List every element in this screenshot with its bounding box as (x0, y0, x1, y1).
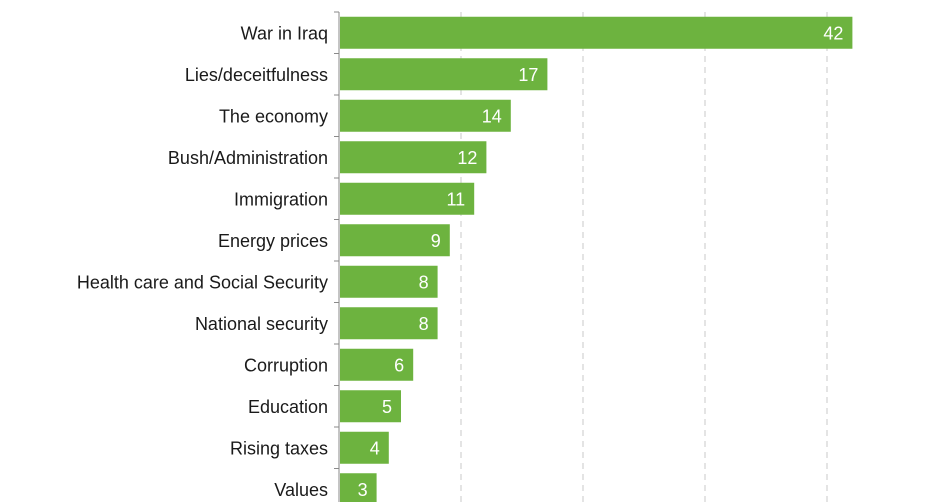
category-label: The economy (219, 106, 328, 126)
bar (340, 141, 487, 174)
grid-layer (460, 12, 828, 502)
bar (340, 16, 853, 49)
category-label: Education (248, 397, 328, 417)
value-label: 11 (447, 189, 466, 209)
value-label: 14 (482, 106, 502, 126)
value-label: 9 (431, 231, 441, 251)
value-label: 8 (419, 314, 429, 334)
value-label: 8 (419, 272, 429, 292)
value-label: 17 (518, 65, 538, 85)
bar (340, 307, 438, 340)
category-label: Rising taxes (230, 438, 328, 458)
category-label: Corruption (244, 355, 328, 375)
category-label: War in Iraq (241, 23, 328, 43)
axis-layer (334, 11, 340, 502)
value-label: 6 (394, 355, 404, 375)
bar (340, 99, 511, 132)
bars-layer (340, 16, 853, 502)
category-label: Bush/Administration (168, 148, 328, 168)
bar (340, 390, 401, 423)
category-label: Lies/deceitfulness (185, 65, 328, 85)
category-label: Immigration (234, 189, 328, 209)
category-label: Energy prices (218, 231, 328, 251)
bar (340, 224, 450, 257)
value-label: 3 (358, 480, 368, 500)
bar (340, 431, 389, 464)
labels-layer: 42 War in Iraq 17 Lies/deceitfulness 14 The e… (77, 23, 844, 500)
bar (340, 182, 475, 215)
bar (340, 473, 377, 502)
bar (340, 348, 414, 381)
value-label: 42 (823, 23, 843, 43)
bar (340, 58, 548, 91)
category-label: National security (195, 314, 328, 334)
value-label: 5 (382, 397, 392, 417)
value-label: 12 (457, 148, 477, 168)
category-label: Values (274, 480, 328, 500)
value-label: 4 (370, 438, 380, 458)
category-label: Health care and Social Security (77, 272, 328, 292)
bar (340, 265, 438, 298)
